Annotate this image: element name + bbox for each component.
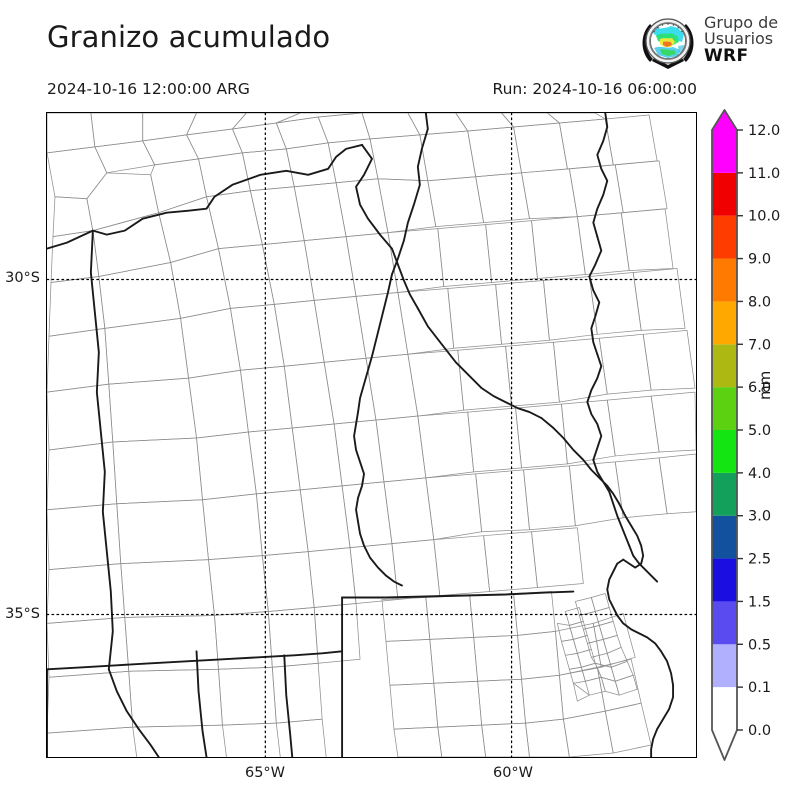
province-boundaries xyxy=(47,113,675,757)
colorbar-tick-label: 12.0 xyxy=(748,123,780,139)
colorbar-under-arrow xyxy=(712,730,737,760)
colorbar-ticks xyxy=(737,129,743,731)
colorbar-tick-label: 8.0 xyxy=(748,294,771,310)
colorbar-band xyxy=(712,687,737,730)
logo-line-1: Grupo de xyxy=(704,13,779,32)
department-boundaries xyxy=(47,113,696,757)
page-title: Granizo acumulado xyxy=(47,20,331,54)
colorbar-tick-label: 6.0 xyxy=(748,380,771,396)
map-plot-area xyxy=(46,112,697,758)
colorbar-tick-labels: 0.0 0.1 0.5 1.5 2.5 3.0 4.0 5.0 6.0 7.0 8.0 9.0 10.0… xyxy=(748,123,780,739)
logo-line-wrf: WRF xyxy=(704,45,749,66)
colorbar-bands xyxy=(712,110,737,760)
colorbar-over-arrow xyxy=(712,110,737,130)
lon-tick-60w: 60°W xyxy=(492,765,534,781)
colorbar-tick-label: 7.0 xyxy=(748,337,771,353)
colorbar-band xyxy=(712,601,737,645)
colorbar-band xyxy=(712,344,737,388)
colorbar-band xyxy=(712,301,737,345)
colorbar-tick-label: 0.0 xyxy=(748,723,771,739)
lon-tick-65w: 65°W xyxy=(244,765,286,781)
lat-tick-30s: 30°S xyxy=(5,270,40,286)
colorbar-band xyxy=(712,558,737,602)
wrf-globe-seal-icon xyxy=(638,12,698,72)
colorbar: 0.0 0.1 0.5 1.5 2.5 3.0 4.0 5.0 6.0 7.0 8.0 9.0 10.0… xyxy=(705,108,800,768)
colorbar-svg: 0.0 0.1 0.5 1.5 2.5 3.0 4.0 5.0 6.0 7.0 8.0 9.0 10.0… xyxy=(711,109,780,761)
colorbar-tick-label: 0.1 xyxy=(748,680,771,696)
colorbar-tick-label: 1.5 xyxy=(748,594,771,610)
colorbar-band xyxy=(712,387,737,430)
colorbar-tick-label: 9.0 xyxy=(748,252,771,268)
colorbar-tick-label: 0.5 xyxy=(748,637,771,653)
wrf-user-group-logo: Grupo de Usuarios WRF xyxy=(638,12,798,74)
colorbar-tick-label: 4.0 xyxy=(748,466,771,482)
colorbar-band xyxy=(712,644,737,688)
colorbar-tick-label: 5.0 xyxy=(748,423,771,439)
colorbar-band xyxy=(712,515,737,559)
colorbar-band xyxy=(712,472,737,516)
colorbar-band xyxy=(712,215,737,259)
colorbar-band xyxy=(712,130,737,173)
colorbar-tick-label: 2.5 xyxy=(748,552,771,568)
colorbar-unit-label: mm xyxy=(756,370,774,400)
colorbar-band xyxy=(712,430,737,473)
colorbar-band xyxy=(712,258,737,302)
logo-line-2: Usuarios xyxy=(704,29,774,49)
graticule-gridlines xyxy=(47,113,696,757)
valid-time-label: 2024-10-16 12:00:00 ARG xyxy=(47,80,250,98)
lat-tick-35s: 35°S xyxy=(5,606,40,622)
colorbar-tick-label: 11.0 xyxy=(748,166,780,182)
colorbar-band xyxy=(712,172,737,216)
map-geography xyxy=(47,113,696,757)
model-run-label: Run: 2024-10-16 06:00:00 xyxy=(492,80,698,98)
colorbar-tick-label: 10.0 xyxy=(748,209,780,225)
colorbar-tick-label: 3.0 xyxy=(748,509,771,525)
